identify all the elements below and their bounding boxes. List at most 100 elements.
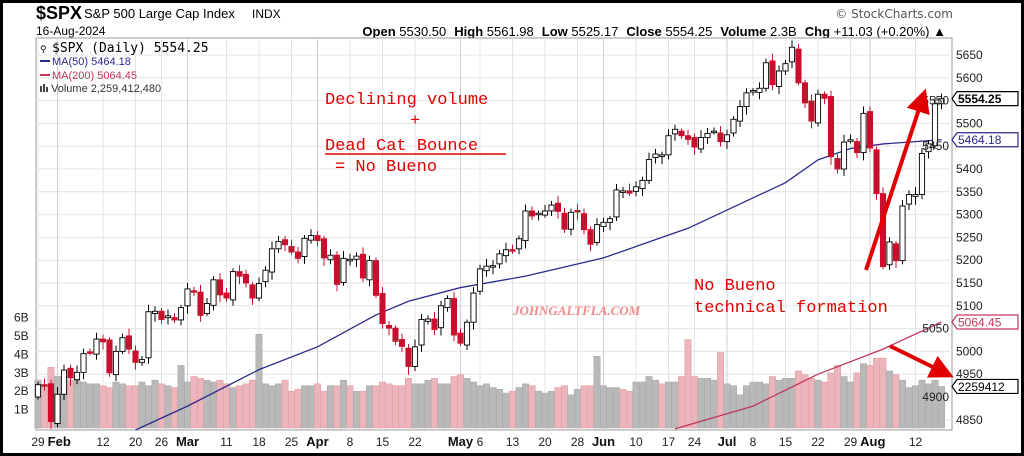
date-tick-label: 29 [31,435,45,449]
candle-body [255,283,263,299]
volume-bar [41,385,48,429]
candle-body [645,158,653,181]
candle-body [164,315,172,319]
candle-body [203,303,211,315]
last-close-tag [951,91,1019,107]
volume-bar [782,378,789,429]
date-tick-label: Mar [176,434,199,449]
volume-bar [801,374,809,429]
candle-body [860,112,867,154]
volume-bar [528,385,536,429]
candle-body [840,141,848,170]
volume-bar [327,385,334,429]
volume-bar [424,379,432,429]
quote-label: Close [626,24,665,39]
volume-bar [470,381,477,429]
candle-body [723,134,731,143]
annotation-declining-volume: Declining volume [325,91,488,110]
price-tick-label: 4950 [956,367,983,381]
quote-value: 5530.50 [399,24,446,39]
last-volume-value: 2259412 [958,380,1005,394]
date-tick-label: 17 [662,435,676,449]
price-tick-label: 5200 [956,253,983,267]
price-tick-label: 5550 [922,94,949,108]
candle-body [229,271,237,301]
volume-bar [814,379,822,429]
candle-body [93,338,100,355]
candle-body [457,332,464,344]
volume-bar [333,385,341,429]
volume-bar [938,386,945,429]
date-tick-label: 20 [538,435,552,449]
candle-body [756,87,763,93]
candle-body [119,337,126,352]
candle-body [281,239,289,246]
volume-bar [619,389,627,429]
candle-body [112,350,120,376]
volume-bar [431,378,438,429]
volume-bar [723,383,731,429]
price-tick-label: 4900 [922,390,949,404]
quote-value: 5561.98 [487,24,534,39]
volume-bar [177,365,185,429]
volume-bar [632,381,640,429]
volume-bar [762,383,770,429]
price-tick-label: 4850 [956,413,983,427]
volume-bars [34,333,945,429]
candle-body [593,224,601,243]
volume-bar [795,370,802,429]
candle-body [158,310,165,320]
date-tick-label: 25 [285,435,299,449]
volume-bar [463,378,471,429]
volume-bar [457,374,464,429]
volume-bar [905,387,913,429]
candle-body [405,347,412,367]
volume-bar [873,357,880,429]
volume-bar [236,385,243,429]
quote-line: Open 5530.50 High 5561.98 Low 5525.17 Close… [362,24,946,39]
candle-body [450,298,458,336]
candle-body [554,202,562,212]
candle-body [827,96,835,158]
volume-bar [125,385,133,429]
volume-bar [879,357,887,429]
quote-value: 5525.17 [571,24,618,39]
candle-body [561,212,568,230]
date-tick-label: 28 [571,435,585,449]
candle-body [470,292,477,323]
legend: ⚲ $SPX (Daily) 5554.25 MA(50) 5464.18 MA… [40,41,209,95]
candle-body [710,130,718,134]
candle-body [80,353,87,373]
price-tick-label: 5250 [956,230,983,244]
candle-body [294,251,302,259]
date-tick-label: May [448,434,474,449]
volume-bar [502,392,510,429]
candle-body [626,190,633,194]
symbol: $SPX [36,3,82,23]
volume-bar [613,387,620,429]
volume-tick-label: 5B [14,329,29,343]
price-tick-label: 5500 [956,116,983,130]
candle-body [496,253,503,265]
candle-body [483,265,490,272]
volume-bar [444,383,451,429]
volume-bar [847,381,854,429]
volume-bar [827,372,835,429]
plot-border [35,37,953,431]
candle-body [106,339,113,374]
moving-averages [135,139,942,431]
quote-value: +11.03 (+0.20%) ▲ [834,24,946,39]
candle-body [619,190,627,193]
candle-body [392,327,399,342]
volume-bar [522,383,529,429]
volume-bar [658,383,666,429]
candle-body [125,335,133,350]
volume-bar [567,394,575,429]
candle-body [346,258,354,262]
candle-body [632,186,640,192]
candle-body [925,143,932,153]
candle-body [567,211,575,230]
candle-body [353,255,360,260]
volume-bar [171,387,178,429]
volume-bar [775,379,783,429]
